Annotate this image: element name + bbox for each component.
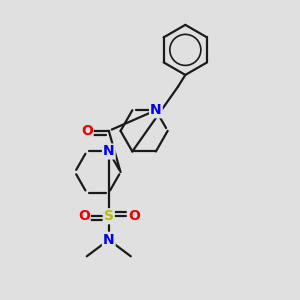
Text: S: S (104, 209, 114, 223)
Text: O: O (81, 124, 93, 138)
Text: N: N (150, 103, 162, 117)
Text: N: N (103, 145, 115, 158)
Text: O: O (78, 209, 90, 223)
Text: O: O (128, 209, 140, 223)
Text: N: N (103, 233, 115, 247)
